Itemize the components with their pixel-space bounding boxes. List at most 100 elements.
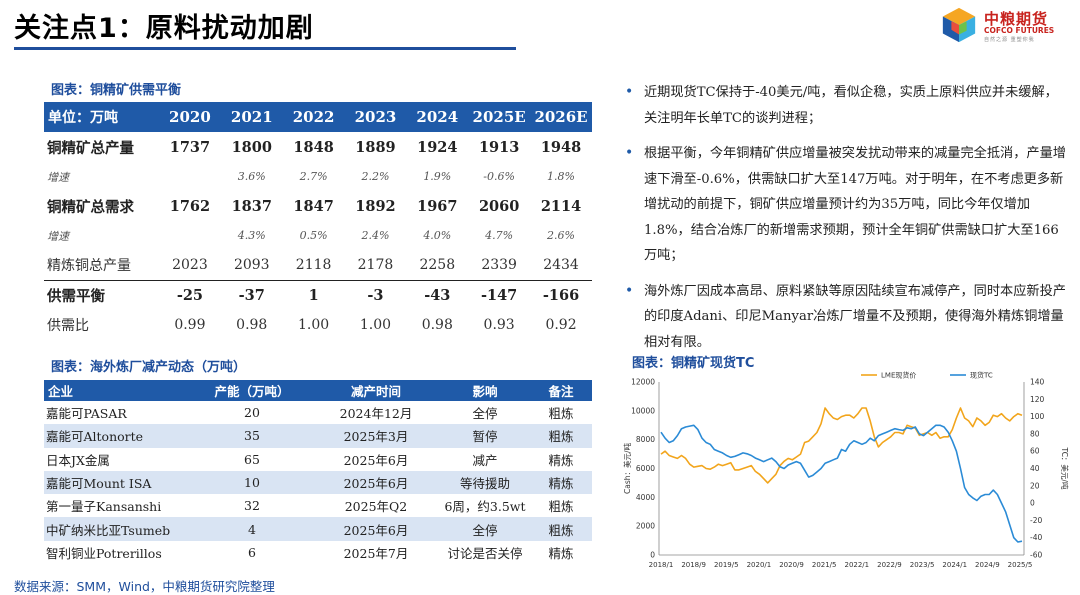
y-left-tick-label: 6000 bbox=[636, 464, 655, 473]
cofco-cube-icon bbox=[942, 7, 976, 43]
smelter-cut-row: 智利铜业Potrerillos 6 2025年7月 讨论是否关停 精炼 bbox=[44, 541, 592, 564]
x-tick-label: 2023/5 bbox=[910, 561, 935, 569]
y-left-tick-label: 0 bbox=[650, 551, 655, 560]
cut-cell: 精炼 bbox=[548, 452, 574, 468]
series-line-lme bbox=[660, 407, 1023, 484]
cut-header-cell: 备注 bbox=[530, 380, 592, 401]
bullet-text: 近期现货TC保持于-40美元/吨，看似企稳，实质上原料供应并未缓解，关注明年长单… bbox=[644, 85, 1058, 126]
analysis-bullets: • 近期现货TC保持于-40美元/吨，看似企稳，实质上原料供应并未缓解，关注明年… bbox=[622, 80, 1068, 365]
cut-cell: 等待援助 bbox=[440, 470, 530, 495]
series-line-tc bbox=[660, 424, 1023, 543]
sd-cell: 1847 bbox=[293, 197, 334, 215]
cut-cell: 粗炼 bbox=[530, 517, 592, 541]
sd-cell: 1800 bbox=[231, 138, 272, 156]
cut-header-cell: 企业 bbox=[44, 380, 192, 401]
supply-demand-row: 精炼铜总产量 2023 2093 2118 2178 2258 2339 2434 bbox=[44, 250, 592, 280]
sd-header-cell: 2020 bbox=[159, 102, 221, 132]
bullet-dot-icon: • bbox=[625, 145, 634, 161]
cut-cell: 粗炼 bbox=[548, 406, 574, 422]
sd-cell: 1889 bbox=[355, 138, 396, 156]
cut-cell: 32 bbox=[244, 498, 260, 514]
sd-header-cell: 2023 bbox=[344, 102, 407, 132]
sd-cell: -3 bbox=[344, 279, 407, 310]
supply-demand-row: 铜精矿总产量 1737 1800 1848 1889 1924 1913 1948 bbox=[44, 132, 592, 162]
sd-cell: 增速 bbox=[47, 229, 69, 243]
sd-cell: 2060 bbox=[478, 197, 520, 215]
bullet-item: • 近期现货TC保持于-40美元/吨，看似企稳，实质上原料供应并未缓解，关注明年… bbox=[622, 80, 1068, 131]
cofco-logo: 中粮期货 COFCO FUTURES 自然之源 重塑你我 bbox=[940, 6, 1070, 46]
sd-cell: 4.0% bbox=[423, 229, 452, 242]
sd-cell: -166 bbox=[530, 279, 592, 310]
sd-cell: 供需比 bbox=[47, 318, 89, 334]
sd-cell: 0.99 bbox=[174, 317, 206, 333]
page-title: 关注点1：原料扰动加剧 bbox=[14, 13, 314, 44]
bullet-dot-icon: • bbox=[625, 282, 634, 299]
sd-cell: 1 bbox=[282, 279, 345, 310]
sd-cell: 1762 bbox=[169, 197, 211, 215]
cut-cell: 精炼 bbox=[548, 545, 574, 561]
x-tick-label: 2021/5 bbox=[812, 561, 837, 569]
y-left-tick-label: 12000 bbox=[631, 378, 655, 387]
bullet-dot-icon: • bbox=[625, 84, 634, 100]
y-right-tick-label: 40 bbox=[1030, 464, 1040, 473]
cut-cell: 全停 bbox=[472, 406, 498, 422]
cut-cell: 全停 bbox=[440, 517, 530, 541]
title-underline bbox=[14, 47, 516, 50]
bullet-item: • 海外炼厂因成本高昂、原料紧缺等原因陆续宣布减停产，同时本应新投产的印度Ada… bbox=[622, 279, 1068, 356]
sd-cell: -43 bbox=[406, 279, 469, 310]
sd-header-cell: 2026E bbox=[530, 102, 592, 132]
x-tick-label: 2024/1 bbox=[942, 561, 967, 569]
smelter-cut-row: 嘉能可Mount ISA 10 2025年6月 等待援助 精炼 bbox=[44, 470, 592, 495]
sd-cell: -37 bbox=[220, 279, 283, 310]
sd-cell: 0.93 bbox=[483, 317, 515, 333]
tc-chart: 图表：铜精矿现货TC 0 2000 4000 6000 8000 10000 12000 -60… bbox=[622, 355, 1070, 569]
legend-label: 现货TC bbox=[970, 371, 993, 380]
sd-cell: 4.7% bbox=[485, 229, 514, 242]
cut-cell: 2024年12月 bbox=[339, 406, 413, 422]
sd-cell: 1.8% bbox=[547, 170, 575, 183]
smelter-cut-row: 嘉能可PASAR 20 2024年12月 全停 粗炼 bbox=[44, 401, 592, 424]
cut-cell: 粗炼 bbox=[548, 499, 574, 515]
sd-cell: 1924 bbox=[417, 138, 458, 156]
sd-cell: 1.00 bbox=[298, 317, 330, 333]
smelter-cut-row: 第一量子Kansanshi 32 2025年Q2 6周，约3.5wt 粗炼 bbox=[44, 494, 592, 517]
y-right-tick-label: 0 bbox=[1030, 499, 1035, 508]
sd-cell bbox=[159, 221, 221, 250]
cut-header-cell: 产能（万吨） bbox=[192, 380, 312, 401]
y-left-axis-label: Cash：美元/吨 bbox=[622, 442, 632, 494]
sd-cell: 0.98 bbox=[421, 317, 453, 333]
y-left-tick-label: 10000 bbox=[631, 406, 655, 415]
cut-cell: 4 bbox=[192, 517, 312, 541]
sd-header-cell: 单位：万吨 bbox=[44, 102, 159, 132]
sd-header-cell: 2022 bbox=[282, 102, 345, 132]
logo-english-name: COFCO FUTURES bbox=[984, 26, 1055, 35]
cut-cell: 2025年6月 bbox=[312, 517, 440, 541]
sd-cell: 1.00 bbox=[359, 317, 392, 333]
x-tick-label: 2018/1 bbox=[649, 561, 674, 569]
supply-demand-table: 单位：万吨 2020 2021 2022 2023 2024 2025E 202… bbox=[44, 102, 592, 340]
cut-cell: 2025年7月 bbox=[343, 545, 409, 561]
sd-cell: 0.92 bbox=[545, 317, 577, 333]
sd-cell: 2339 bbox=[481, 256, 517, 273]
supply-demand-header-row: 单位：万吨 2020 2021 2022 2023 2024 2025E 202… bbox=[44, 102, 592, 132]
y-right-tick-label: 20 bbox=[1030, 481, 1040, 490]
sd-cell: 2258 bbox=[419, 256, 456, 273]
sd-cell: -147 bbox=[468, 279, 531, 310]
sd-cell: 增速 bbox=[47, 170, 69, 184]
sd-cell: 4.3% bbox=[237, 229, 266, 242]
bullet-text: 海外炼厂因成本高昂、原料紧缺等原因陆续宣布减停产，同时本应新投产的印度Adani… bbox=[644, 283, 1066, 350]
cut-cell: 嘉能可Mount ISA bbox=[44, 470, 192, 495]
sd-cell bbox=[159, 162, 221, 191]
logo-slogan: 自然之源 重塑你我 bbox=[984, 37, 1035, 43]
cut-cell: 2025年6月 bbox=[312, 470, 440, 495]
supply-demand-row: 增速 4.3% 0.5% 2.4% 4.0% 4.7% 2.6% bbox=[44, 221, 592, 250]
bullet-text: 根据平衡，今年铜精矿供应增量被突发扰动带来的减量完全抵消，产量增速下滑至-0.6… bbox=[644, 146, 1066, 263]
cut-cell: 中矿纳米比亚Tsumeb bbox=[44, 517, 192, 541]
sd-cell: 2114 bbox=[540, 197, 582, 215]
x-tick-label: 2018/9 bbox=[681, 561, 706, 569]
sd-cell: 1967 bbox=[417, 197, 458, 215]
supply-demand-row: 增速 3.6% 2.7% 2.2% 1.9% -0.6% 1.8% bbox=[44, 162, 592, 191]
sd-cell: 2.2% bbox=[361, 170, 390, 183]
cut-cell: 2025年Q2 bbox=[344, 499, 408, 515]
cut-header-cell: 影响 bbox=[440, 380, 530, 401]
